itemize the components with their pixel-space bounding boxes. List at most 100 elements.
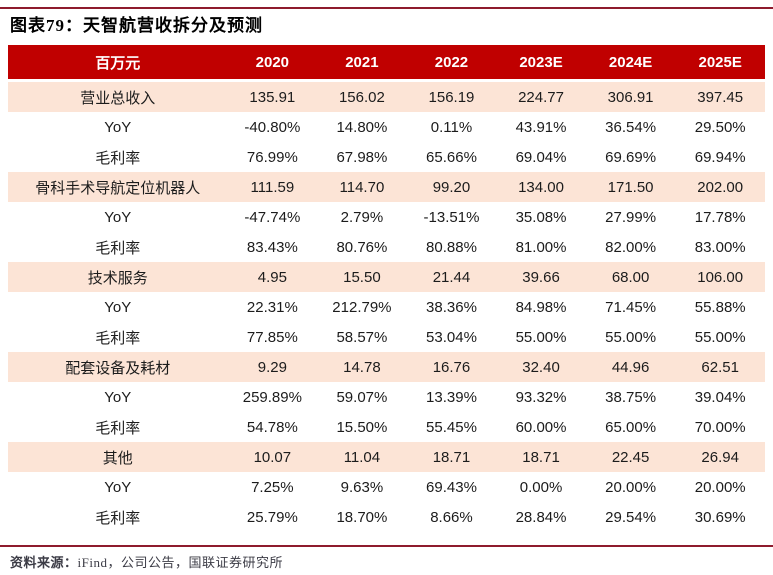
cell-value: 30.69% (675, 502, 765, 532)
table-body: 营业总收入 135.91 156.02 156.19 224.77 306.91 397.4… (8, 80, 765, 532)
row-label: YoY (8, 202, 228, 232)
cell-value: 82.00% (585, 232, 676, 262)
cell-value: 28.84% (496, 502, 586, 532)
top-divider (0, 7, 773, 9)
cell-value: 35.08% (496, 202, 586, 232)
table-header-row: 百万元 2020 2021 2022 2023E 2024E 2025E (8, 45, 765, 82)
table-row: YoY 259.89% 59.07% 13.39% 93.32% 38.75% 39.04% (8, 382, 765, 412)
table-row: 毛利率 77.85% 58.57% 53.04% 55.00% 55.00% 55.00% (8, 322, 765, 352)
cell-value: 59.07% (317, 382, 407, 412)
row-label: 营业总收入 (8, 80, 228, 112)
cell-value: 60.00% (496, 412, 586, 442)
cell-value: 77.85% (227, 322, 318, 352)
cell-value: 54.78% (227, 412, 318, 442)
table-row: 骨科手术导航定位机器人 111.59 114.70 99.20 134.00 171.50… (8, 172, 765, 202)
cell-value: 16.76 (406, 352, 497, 382)
cell-value: 4.95 (227, 262, 318, 292)
cell-value: 69.94% (675, 142, 765, 172)
cell-value: 224.77 (496, 80, 586, 112)
cell-value: 21.44 (406, 262, 497, 292)
table-row: 毛利率 83.43% 80.76% 80.88% 81.00% 82.00% 83.00% (8, 232, 765, 262)
cell-value: -47.74% (227, 202, 318, 232)
cell-value: 156.02 (317, 80, 407, 112)
row-label: 毛利率 (8, 412, 228, 442)
cell-value: 18.71 (496, 442, 586, 472)
cell-value: 55.00% (496, 322, 586, 352)
cell-value: 29.50% (675, 112, 765, 142)
cell-value: 69.04% (496, 142, 586, 172)
cell-value: 0.00% (496, 472, 586, 502)
cell-value: 36.54% (585, 112, 676, 142)
cell-value: 26.94 (675, 442, 765, 472)
cell-value: 2.79% (317, 202, 407, 232)
year-column-header: 2023E (496, 45, 586, 82)
table-row: 毛利率 25.79% 18.70% 8.66% 28.84% 29.54% 30.69% (8, 502, 765, 532)
figure-title: 图表79：天智航营收拆分及预测 (10, 16, 263, 35)
row-label: YoY (8, 292, 228, 322)
cell-value: 8.66% (406, 502, 497, 532)
cell-value: 93.32% (496, 382, 586, 412)
year-column-header: 2024E (585, 45, 676, 82)
cell-value: 7.25% (227, 472, 318, 502)
cell-value: 44.96 (585, 352, 676, 382)
cell-value: 18.70% (317, 502, 407, 532)
unit-header-cell: 百万元 (8, 45, 228, 82)
cell-value: 114.70 (317, 172, 407, 202)
cell-value: 65.00% (585, 412, 676, 442)
cell-value: 14.80% (317, 112, 407, 142)
row-label: 毛利率 (8, 142, 228, 172)
table-row: YoY 22.31% 212.79% 38.36% 84.98% 71.45% 55.88% (8, 292, 765, 322)
table-row: 配套设备及耗材 9.29 14.78 16.76 32.40 44.96 62.51 (8, 352, 765, 382)
cell-value: 156.19 (406, 80, 497, 112)
row-label: YoY (8, 472, 228, 502)
cell-value: 84.98% (496, 292, 586, 322)
cell-value: 15.50% (317, 412, 407, 442)
cell-value: 111.59 (227, 172, 318, 202)
cell-value: 259.89% (227, 382, 318, 412)
source-label: 资料来源： (10, 555, 78, 570)
table-row: 技术服务 4.95 15.50 21.44 39.66 68.00 106.00 (8, 262, 765, 292)
row-label: 骨科手术导航定位机器人 (8, 172, 228, 202)
cell-value: 13.39% (406, 382, 497, 412)
table-row: 其他 10.07 11.04 18.71 18.71 22.45 26.94 (8, 442, 765, 472)
cell-value: 135.91 (227, 80, 318, 112)
cell-value: 55.88% (675, 292, 765, 322)
row-label: YoY (8, 112, 228, 142)
cell-value: 43.91% (496, 112, 586, 142)
cell-value: 65.66% (406, 142, 497, 172)
cell-value: 55.00% (585, 322, 676, 352)
year-column-header: 2020 (227, 45, 318, 82)
cell-value: -40.80% (227, 112, 318, 142)
cell-value: 17.78% (675, 202, 765, 232)
table-row: 营业总收入 135.91 156.02 156.19 224.77 306.91 397.4… (8, 80, 765, 112)
row-label: 技术服务 (8, 262, 228, 292)
table-row: YoY 7.25% 9.63% 69.43% 0.00% 20.00% 20.00% (8, 472, 765, 502)
year-column-header: 2021 (317, 45, 407, 82)
cell-value: 32.40 (496, 352, 586, 382)
cell-value: 70.00% (675, 412, 765, 442)
cell-value: 14.78 (317, 352, 407, 382)
table-row: 毛利率 76.99% 67.98% 65.66% 69.04% 69.69% 69.94% (8, 142, 765, 172)
cell-value: 67.98% (317, 142, 407, 172)
cell-value: 38.75% (585, 382, 676, 412)
cell-value: 0.11% (406, 112, 497, 142)
row-label: 毛利率 (8, 232, 228, 262)
table-row: YoY -40.80% 14.80% 0.11% 43.91% 36.54% 29.50% (8, 112, 765, 142)
row-label: 毛利率 (8, 322, 228, 352)
cell-value: 83.00% (675, 232, 765, 262)
cell-value: 306.91 (585, 80, 676, 112)
cell-value: 58.57% (317, 322, 407, 352)
cell-value: 106.00 (675, 262, 765, 292)
cell-value: 22.45 (585, 442, 676, 472)
cell-value: 62.51 (675, 352, 765, 382)
cell-value: 68.00 (585, 262, 676, 292)
source-note: 资料来源：iFind，公司公告，国联证券研究所 (10, 552, 283, 571)
cell-value: 69.43% (406, 472, 497, 502)
cell-value: 39.04% (675, 382, 765, 412)
cell-value: 71.45% (585, 292, 676, 322)
cell-value: 76.99% (227, 142, 318, 172)
cell-value: 20.00% (675, 472, 765, 502)
cell-value: 80.76% (317, 232, 407, 262)
table-row: YoY -47.74% 2.79% -13.51% 35.08% 27.99% 17.78% (8, 202, 765, 232)
cell-value: 15.50 (317, 262, 407, 292)
